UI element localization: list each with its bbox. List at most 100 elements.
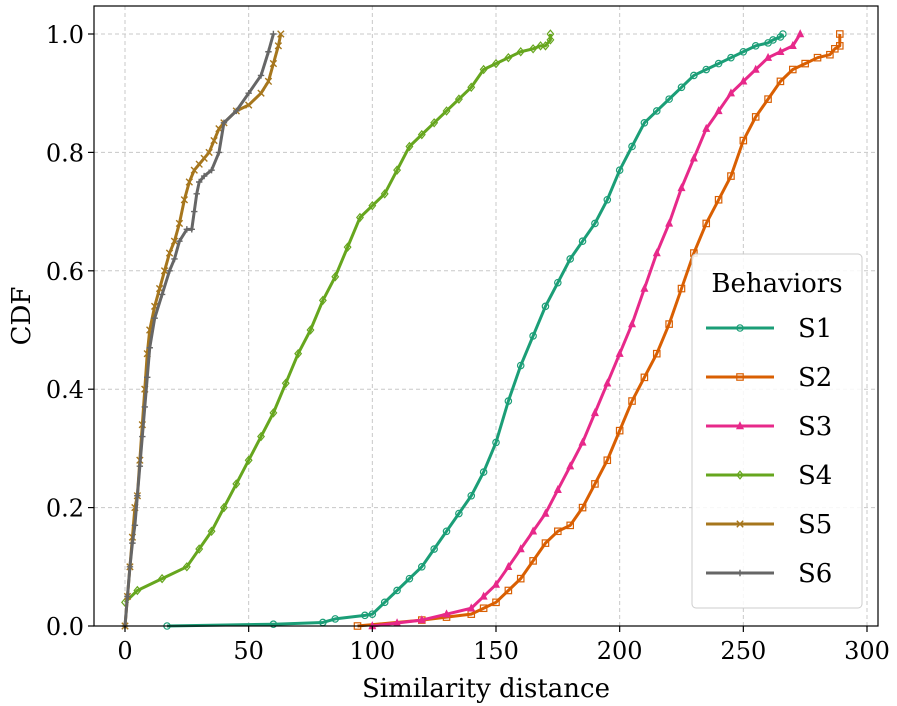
legend-item-s1: S1 bbox=[706, 314, 832, 344]
data-point-s1 bbox=[380, 598, 389, 607]
data-point-s1 bbox=[628, 142, 636, 151]
data-point-s6 bbox=[158, 291, 166, 298]
x-tick-label: 150 bbox=[473, 637, 519, 665]
data-point-s6 bbox=[131, 522, 139, 529]
data-point-s6 bbox=[270, 30, 277, 38]
data-point-s3 bbox=[467, 603, 476, 612]
data-point-s1 bbox=[677, 83, 686, 92]
data-point-s4 bbox=[492, 58, 500, 69]
data-point-s1 bbox=[405, 574, 414, 583]
series-s2 bbox=[353, 30, 844, 630]
data-point-s1 bbox=[492, 438, 500, 447]
y-tick-label: 0.2 bbox=[46, 495, 84, 523]
data-point-s3 bbox=[603, 378, 612, 387]
legend-item-s4: S4 bbox=[706, 461, 832, 491]
data-point-s5 bbox=[190, 166, 198, 174]
data-point-s6 bbox=[139, 433, 146, 440]
data-point-s4 bbox=[355, 212, 364, 223]
data-point-s3 bbox=[566, 461, 575, 470]
data-point-s5 bbox=[210, 136, 218, 145]
data-point-s4 bbox=[343, 242, 352, 252]
data-point-s6 bbox=[141, 403, 148, 411]
series-line-s1 bbox=[167, 33, 785, 628]
data-point-s1 bbox=[779, 30, 787, 38]
data-point-s3 bbox=[615, 348, 624, 357]
x-tick-label: 300 bbox=[844, 637, 890, 665]
data-point-s5 bbox=[244, 101, 253, 109]
data-point-s6 bbox=[126, 563, 134, 570]
data-point-s2 bbox=[479, 604, 488, 613]
data-point-s3 bbox=[702, 123, 711, 132]
data-point-s3 bbox=[652, 248, 661, 257]
data-point-s5 bbox=[180, 196, 189, 204]
data-point-s1 bbox=[578, 237, 587, 246]
data-point-s2 bbox=[813, 53, 822, 62]
data-point-s4 bbox=[504, 52, 513, 63]
data-point-s4 bbox=[380, 189, 389, 199]
data-point-s4 bbox=[318, 295, 327, 306]
data-point-s1 bbox=[467, 491, 476, 500]
data-point-s2 bbox=[492, 598, 500, 607]
data-point-s1 bbox=[529, 332, 537, 340]
data-point-s6 bbox=[191, 208, 198, 215]
data-point-s6 bbox=[188, 226, 195, 233]
data-point-s4 bbox=[158, 573, 167, 584]
data-point-s4 bbox=[294, 348, 303, 359]
data-point-s1 bbox=[455, 509, 463, 518]
data-point-s4 bbox=[546, 29, 555, 39]
data-point-s2 bbox=[751, 113, 760, 121]
series-line-s2 bbox=[357, 34, 842, 628]
legend-marker bbox=[735, 421, 745, 430]
data-point-s4 bbox=[306, 325, 315, 335]
data-point-s6 bbox=[215, 149, 223, 156]
data-point-s1 bbox=[603, 195, 612, 204]
data-point-s5 bbox=[185, 178, 194, 186]
data-point-s5 bbox=[175, 219, 184, 228]
legend-marker bbox=[736, 373, 744, 381]
legend-item-s3: S3 bbox=[706, 412, 832, 442]
data-point-s3 bbox=[751, 64, 760, 73]
data-point-s6 bbox=[124, 593, 131, 600]
data-point-s2 bbox=[727, 172, 735, 180]
data-point-s1 bbox=[541, 302, 550, 311]
data-point-s3 bbox=[553, 485, 562, 494]
data-point-s1 bbox=[269, 620, 278, 629]
series-s6 bbox=[121, 30, 277, 630]
legend-title: Behaviors bbox=[711, 269, 842, 299]
data-point-s6 bbox=[193, 190, 200, 198]
data-point-s2 bbox=[776, 77, 785, 86]
x-tick-label: 250 bbox=[720, 637, 766, 665]
data-point-s3 bbox=[788, 41, 797, 50]
data-point-s1 bbox=[566, 255, 575, 263]
legend-item-s2: S2 bbox=[706, 363, 832, 393]
plot-frame bbox=[93, 5, 879, 627]
data-point-s2 bbox=[677, 284, 686, 293]
data-point-s2 bbox=[640, 373, 649, 382]
data-point-s4 bbox=[219, 502, 228, 513]
data-point-s2 bbox=[801, 59, 809, 68]
data-point-s1 bbox=[331, 615, 340, 623]
data-point-s3 bbox=[739, 76, 748, 85]
data-point-s1 bbox=[640, 119, 649, 127]
data-point-s5 bbox=[195, 160, 203, 168]
data-point-s5 bbox=[274, 42, 283, 50]
data-point-s2 bbox=[702, 219, 711, 228]
data-point-s2 bbox=[665, 320, 673, 328]
data-point-s3 bbox=[590, 408, 599, 417]
y-tick-label: 0.8 bbox=[46, 139, 84, 167]
data-point-s3 bbox=[776, 46, 785, 55]
data-point-s4 bbox=[442, 106, 451, 116]
x-tick-label: 200 bbox=[597, 637, 643, 665]
data-point-s2 bbox=[826, 50, 834, 59]
data-point-s4 bbox=[393, 165, 402, 175]
data-point-s2 bbox=[516, 574, 525, 583]
data-point-s4 bbox=[546, 35, 555, 45]
data-point-s3 bbox=[417, 615, 426, 624]
x-axis-label: Similarity distance bbox=[362, 674, 610, 704]
series-s4 bbox=[121, 29, 555, 608]
data-point-s1 bbox=[652, 107, 661, 115]
legend-label: S2 bbox=[798, 363, 832, 393]
data-point-s4 bbox=[417, 129, 426, 140]
data-point-s2 bbox=[739, 136, 748, 145]
